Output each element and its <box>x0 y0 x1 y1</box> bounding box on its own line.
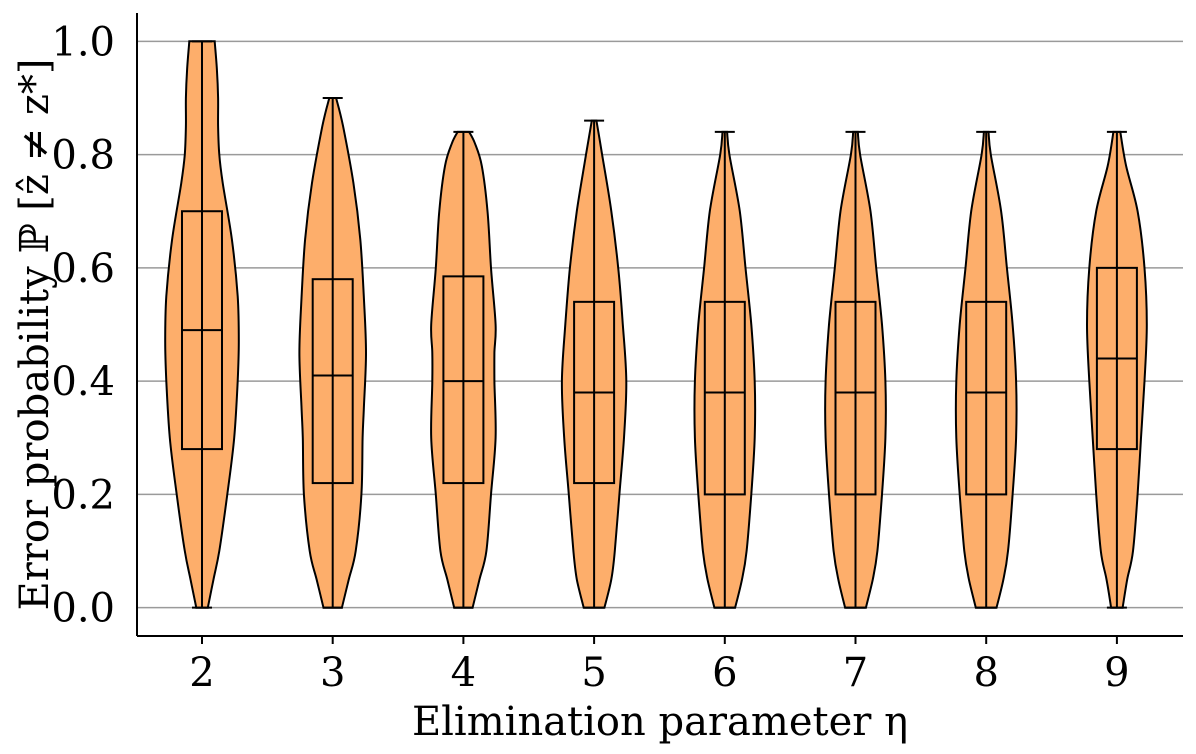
y-tick-label: 0.4 <box>51 359 115 405</box>
x-tick-label: 5 <box>581 650 606 696</box>
y-tick-label: 1.0 <box>51 19 115 65</box>
iqr-box <box>442 275 485 485</box>
x-tick-label: 2 <box>189 650 214 696</box>
x-tick-label: 8 <box>973 650 998 696</box>
x-tick-label: 9 <box>1104 650 1129 696</box>
iqr-box <box>703 300 746 496</box>
violin-group-7 <box>824 130 887 609</box>
grid-layer <box>137 40 1183 609</box>
axis-layer <box>136 13 1183 637</box>
y-axis-title: Error probability ℙ [ẑ ≠ z*] <box>12 58 58 610</box>
violin-group-4 <box>430 130 497 609</box>
x-tick-label: 6 <box>712 650 737 696</box>
violin-group-5 <box>560 119 628 609</box>
violin-group-6 <box>693 130 757 609</box>
violin-group-2 <box>164 40 240 609</box>
y-tick-label: 0.8 <box>51 133 115 179</box>
violin-group-3 <box>298 96 368 609</box>
x-tick-label: 7 <box>843 650 868 696</box>
iqr-box <box>311 278 354 485</box>
y-tick-label: 0.6 <box>51 246 115 292</box>
x-tick-labels: 2 3 4 5 6 7 8 9 <box>189 636 1130 696</box>
violin-group-8 <box>954 130 1018 609</box>
y-tick-label: 0.2 <box>51 472 115 518</box>
iqr-box <box>965 300 1008 496</box>
violin-layer <box>164 40 1148 609</box>
y-tick-label: 0.0 <box>51 586 115 632</box>
x-axis-title: Elimination parameter η <box>412 699 908 745</box>
x-tick-label: 3 <box>320 650 345 696</box>
violin-group-9 <box>1085 130 1148 609</box>
y-tick-labels: 0.0 0.2 0.4 0.6 0.8 1.0 <box>51 19 115 631</box>
x-tick-label: 4 <box>451 650 476 696</box>
iqr-box <box>834 300 877 496</box>
